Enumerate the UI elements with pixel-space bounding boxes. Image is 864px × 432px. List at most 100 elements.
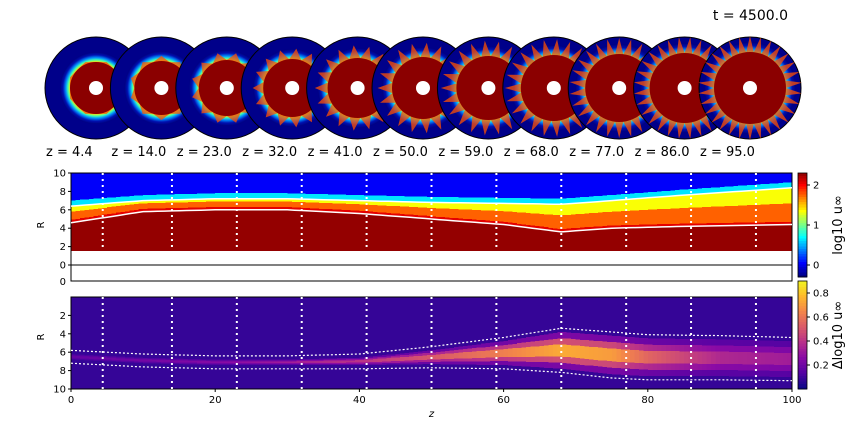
heat-cell [679, 226, 685, 252]
mixing-contour [70, 327, 793, 357]
heat-cell [273, 193, 279, 199]
heat-cell [318, 202, 324, 209]
colorbar-top-cell [798, 178, 807, 182]
heat-cell [431, 352, 437, 355]
heat-cell [84, 204, 90, 210]
heat-cell [251, 361, 257, 363]
heat-cell [156, 173, 162, 195]
heat-cell [287, 201, 293, 208]
heat-cell [485, 297, 491, 389]
colorbar-top-cell [798, 253, 807, 257]
heat-cell [755, 346, 762, 353]
heat-cell [634, 356, 640, 363]
y-tick-label: 8 [60, 366, 66, 377]
heat-cell [161, 360, 167, 361]
heat-cell [134, 361, 140, 362]
heat-cell [647, 192, 653, 198]
heat-cell [291, 362, 297, 364]
heat-cell [652, 369, 658, 377]
heat-cell [454, 202, 460, 210]
heat-cell [706, 225, 712, 252]
colorbar-top-cell [798, 230, 807, 234]
heat-cell [246, 359, 252, 361]
heat-cell [787, 347, 793, 354]
colorbar-bottom-cell [798, 340, 807, 344]
heat-cell [575, 351, 581, 359]
heat-cell [764, 346, 771, 353]
heat-cell [242, 201, 248, 208]
heat-cell [255, 364, 261, 366]
heat-cell [386, 356, 392, 359]
heat-cell [629, 343, 635, 350]
heat-cell [395, 216, 401, 252]
heat-cell [580, 339, 586, 347]
heat-cell [688, 226, 694, 252]
heat-cell [251, 198, 257, 202]
heat-cell [499, 361, 505, 366]
heat-cell [390, 297, 397, 389]
heat-cell [111, 197, 117, 203]
heat-cell [80, 297, 86, 389]
heat-cell [201, 297, 207, 389]
heat-cell [242, 361, 248, 363]
heat-cell [363, 361, 370, 363]
slice-label: z = 32.0 [242, 145, 297, 160]
heat-cell [399, 358, 406, 361]
heat-cell [737, 345, 744, 353]
heat-cell [183, 297, 189, 389]
heat-cell [381, 356, 388, 359]
heat-cell [710, 345, 716, 352]
heat-cell [395, 362, 401, 365]
heat-cell [332, 361, 338, 363]
heat-cell [197, 193, 203, 200]
heat-cell [481, 222, 487, 252]
heat-cell [634, 337, 640, 344]
heat-cell [503, 224, 509, 252]
colorbar-bottom-cell [798, 313, 807, 317]
heat-cell [706, 345, 712, 352]
heat-cell [75, 358, 81, 360]
heat-cell [526, 212, 532, 225]
heat-cell [318, 359, 324, 361]
heat-cell [535, 213, 541, 227]
heat-cell [652, 351, 658, 358]
heat-cell [255, 198, 261, 202]
heat-cell [620, 368, 626, 375]
heat-cell [472, 297, 478, 389]
heat-cell [381, 173, 388, 196]
heat-cell [251, 364, 257, 366]
heat-cell [210, 363, 216, 365]
heat-cell [715, 351, 721, 358]
heat-cell [787, 371, 793, 378]
colorbar-top-label: log10 u∞ [831, 195, 846, 255]
heat-cell [98, 358, 104, 360]
heat-cell [386, 205, 392, 213]
heat-cell [120, 196, 126, 203]
heat-cell [404, 360, 410, 363]
heat-cell [755, 225, 762, 252]
heat-cell [499, 211, 505, 222]
heat-cell [647, 209, 653, 225]
y-tick-label: 2 [60, 242, 66, 253]
heat-cell [219, 173, 225, 194]
heat-cell [494, 353, 500, 358]
heat-cell [706, 223, 712, 226]
heat-cell [71, 356, 77, 358]
heat-cell [327, 194, 333, 200]
heat-cell [197, 362, 203, 364]
heat-cell [345, 360, 351, 362]
heat-cell [147, 208, 153, 212]
colorbar-bottom-cell [798, 386, 807, 390]
heat-cell [345, 297, 351, 389]
heat-cell [683, 207, 689, 224]
heat-cell [98, 173, 104, 199]
heat-cell [737, 358, 744, 365]
heat-cell [354, 360, 360, 362]
heat-cell [755, 173, 762, 185]
heat-cell [526, 342, 532, 348]
heat-cell [143, 361, 149, 363]
heat-cell [147, 358, 153, 360]
heat-cell [733, 225, 739, 252]
heat-cell [571, 332, 577, 340]
heat-cell [363, 358, 370, 360]
